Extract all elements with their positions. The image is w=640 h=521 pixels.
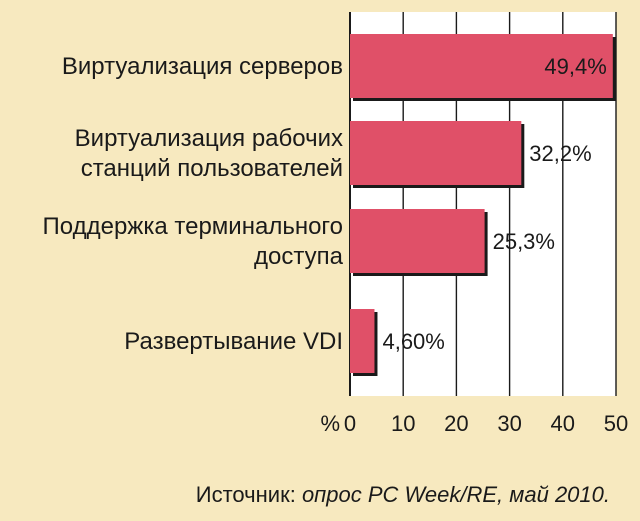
x-tick-label: 30 — [497, 411, 521, 436]
x-axis-ticks: 0 10 20 30 40 50 — [344, 411, 628, 436]
category-label: Виртуализация серверов — [62, 53, 343, 80]
value-label: 49,4% — [544, 54, 606, 79]
x-tick-label: 10 — [391, 411, 415, 436]
source-label: Источник: — [195, 482, 296, 507]
value-label: 25,3% — [493, 229, 555, 254]
category-label: Виртуализация рабочих — [75, 125, 343, 152]
bar — [350, 121, 522, 185]
source-text: опрос PC Week/RE, май 2010. — [301, 482, 610, 507]
value-labels: 49,4% 32,2% 25,3% 4,60% — [382, 54, 606, 354]
bars — [350, 34, 616, 376]
x-axis-unit-label: % — [320, 411, 340, 436]
category-label: Поддержка терминального — [43, 213, 343, 240]
x-tick-label: 20 — [444, 411, 468, 436]
value-label: 4,60% — [382, 329, 444, 354]
category-label: доступа — [254, 243, 344, 270]
bar — [350, 309, 375, 373]
value-label: 32,2% — [529, 141, 591, 166]
category-labels: Виртуализация серверов Виртуализация рабо… — [43, 53, 344, 355]
category-label: станций пользователей — [81, 155, 343, 182]
x-tick-label: 40 — [551, 411, 575, 436]
x-tick-label: 0 — [344, 411, 356, 436]
category-label: Развертывание VDI — [124, 328, 343, 355]
x-tick-label: 50 — [604, 411, 628, 436]
bar — [350, 209, 485, 273]
source-note: Источник: опрос PC Week/RE, май 2010. — [196, 482, 610, 508]
bar — [350, 34, 613, 98]
